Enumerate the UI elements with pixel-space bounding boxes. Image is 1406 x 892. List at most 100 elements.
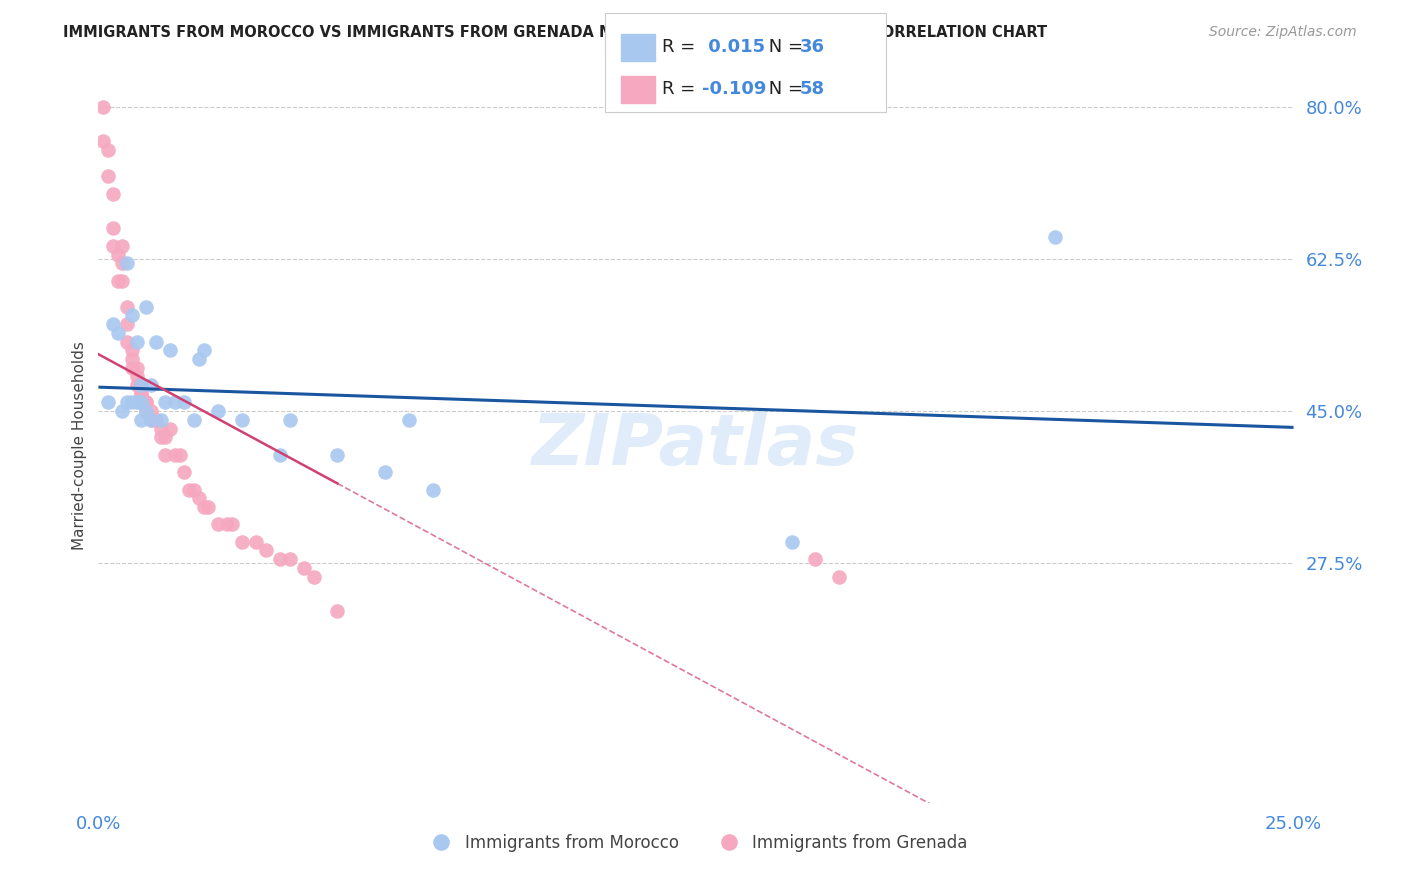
Point (111, 239, 134, 253)
Point (139, 413, 162, 427)
Point (183, 483, 205, 497)
Point (169, 448, 191, 462)
Point (107, 247, 129, 261)
Point (159, 343, 181, 358)
Point (131, 413, 153, 427)
Point (145, 334, 167, 349)
Point (163, 448, 186, 462)
Point (155, 430, 177, 444)
Point (780, 534, 803, 549)
Point (125, 334, 148, 349)
Point (135, 404, 157, 418)
Point (125, 378, 148, 392)
Point (207, 404, 229, 418)
Point (111, 274, 134, 288)
Point (97, 169, 120, 184)
Point (145, 413, 167, 427)
Point (155, 395, 177, 409)
Point (91, 135, 114, 149)
Point (131, 386, 153, 401)
Point (115, 334, 138, 349)
Point (101, 317, 124, 331)
Text: IMMIGRANTS FROM MOROCCO VS IMMIGRANTS FROM GRENADA MARRIED-COUPLE HOUSEHOLDS COR: IMMIGRANTS FROM MOROCCO VS IMMIGRANTS FR… (63, 25, 1047, 40)
Point (193, 343, 215, 358)
Text: 58: 58 (800, 80, 825, 98)
Point (111, 256, 134, 270)
Point (135, 395, 157, 409)
Text: R =: R = (662, 38, 702, 56)
Point (115, 395, 138, 409)
Text: 36: 36 (800, 38, 825, 56)
Point (111, 404, 134, 418)
Point (139, 378, 162, 392)
Text: -0.109: -0.109 (702, 80, 766, 98)
Point (217, 517, 239, 532)
Point (145, 413, 167, 427)
Point (131, 395, 153, 409)
Legend: Immigrants from Morocco, Immigrants from Grenada: Immigrants from Morocco, Immigrants from… (418, 828, 974, 859)
Point (125, 395, 148, 409)
Point (139, 404, 162, 418)
Point (245, 534, 267, 549)
Point (125, 369, 148, 384)
Point (101, 186, 124, 201)
Point (121, 351, 143, 366)
Point (231, 534, 253, 549)
Point (197, 500, 219, 514)
Point (149, 421, 172, 435)
Point (107, 326, 129, 340)
Point (804, 552, 827, 566)
Point (97, 143, 120, 157)
Point (269, 448, 291, 462)
Point (187, 351, 209, 366)
Point (187, 491, 209, 506)
Text: R =: R = (662, 80, 702, 98)
Point (278, 413, 301, 427)
Point (828, 569, 851, 583)
Text: N =: N = (763, 38, 810, 56)
Point (326, 448, 349, 462)
Point (221, 517, 243, 532)
Point (107, 274, 129, 288)
Point (173, 465, 195, 479)
Point (101, 221, 124, 235)
Point (422, 483, 444, 497)
Point (374, 465, 396, 479)
Point (135, 395, 157, 409)
Point (231, 413, 253, 427)
Text: Source: ZipAtlas.com: Source: ZipAtlas.com (1209, 25, 1357, 39)
Point (207, 517, 229, 532)
Point (121, 309, 143, 323)
Text: ZIPatlas: ZIPatlas (533, 411, 859, 481)
Y-axis label: Married-couple Households: Married-couple Households (72, 342, 87, 550)
Text: 0.015: 0.015 (702, 38, 765, 56)
Point (121, 343, 143, 358)
Point (91, 100, 114, 114)
Point (398, 413, 420, 427)
Point (135, 300, 157, 314)
Point (173, 395, 195, 409)
Point (121, 395, 143, 409)
Point (193, 500, 215, 514)
Point (326, 604, 349, 618)
Text: N =: N = (763, 80, 810, 98)
Point (183, 413, 205, 427)
Point (131, 395, 153, 409)
Point (278, 552, 301, 566)
Point (155, 448, 177, 462)
Point (131, 386, 153, 401)
Point (101, 239, 124, 253)
Point (163, 395, 186, 409)
Point (135, 404, 157, 418)
Point (179, 483, 201, 497)
Point (97, 395, 120, 409)
Point (149, 430, 172, 444)
Point (1043, 230, 1066, 244)
Point (139, 413, 162, 427)
Point (115, 300, 138, 314)
Point (115, 256, 138, 270)
Point (131, 378, 153, 392)
Point (131, 378, 153, 392)
Point (115, 317, 138, 331)
Point (292, 561, 315, 575)
